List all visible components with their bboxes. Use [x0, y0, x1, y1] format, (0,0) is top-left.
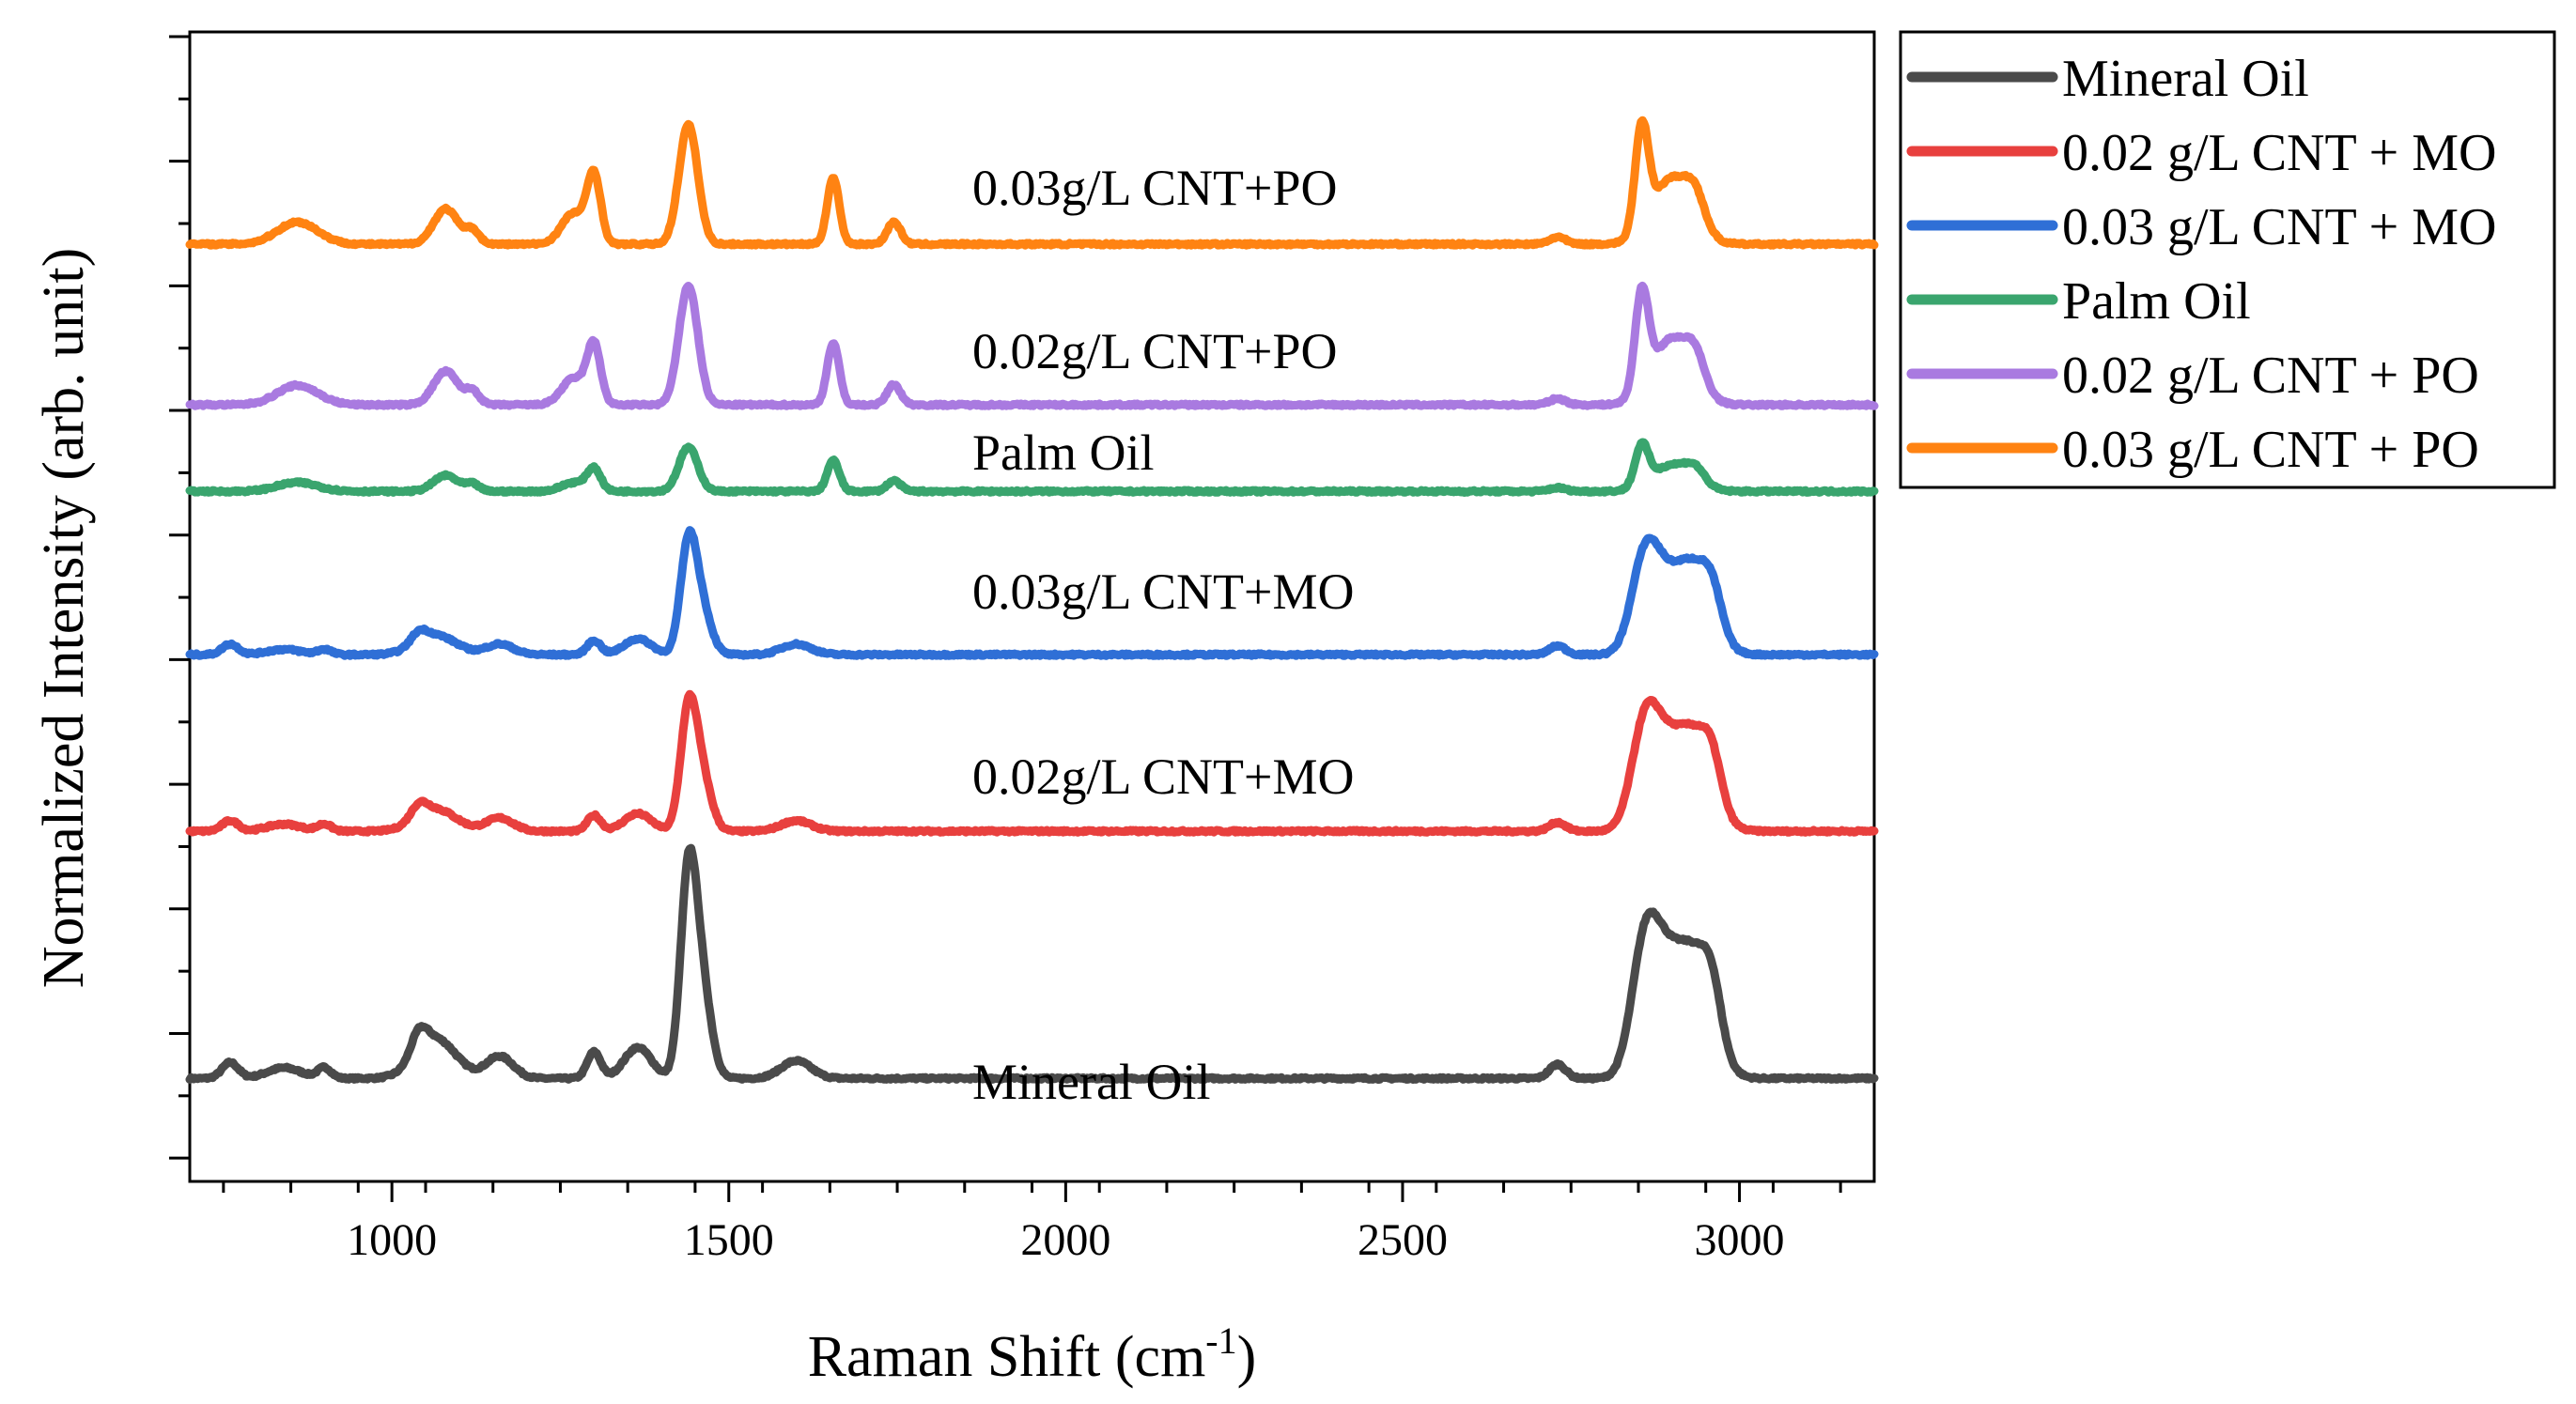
legend-entry: Mineral Oil: [2062, 50, 2309, 108]
axis-titles: Raman Shift (cm-1) Normalized Intensity (…: [32, 248, 1256, 1389]
legend-entry: Palm Oil: [2062, 272, 2251, 331]
legend: Mineral Oil 0.02 g/L CNT + MO 0.03 g/L CNT…: [1899, 30, 2556, 489]
series-line-1: [185, 689, 1879, 837]
x-axis-title: Raman Shift (cm-1): [808, 1319, 1257, 1389]
curve-label: Palm Oil: [972, 424, 1155, 481]
x-tick-label: 1500: [684, 1215, 774, 1265]
series-line-2: [185, 526, 1879, 660]
legend-entry: 0.02 g/L CNT + PO: [2062, 347, 2479, 405]
curve-labels: Mineral Oil 0.02g/L CNT+MO 0.03g/L CNT+MO P…: [972, 160, 1354, 1110]
x-tick-label: 2000: [1020, 1215, 1110, 1265]
series-lines: [185, 116, 1879, 1084]
legend-entry: 0.03 g/L CNT + MO: [2062, 198, 2497, 256]
curve-label: Mineral Oil: [972, 1054, 1210, 1110]
series-line-3: [185, 438, 1879, 497]
series-line-5: [185, 116, 1879, 250]
legend-entry: 0.02 g/L CNT + MO: [2062, 124, 2497, 182]
curve-label: 0.03g/L CNT+PO: [972, 160, 1337, 216]
axis-ticks: 1000 1500 2000 2500 3000: [169, 35, 1842, 1265]
curve-label: 0.02g/L CNT+MO: [972, 748, 1354, 805]
curve-label: 0.03g/L CNT+MO: [972, 563, 1354, 620]
legend-box: [1899, 30, 2556, 489]
x-tick-label: 2500: [1358, 1215, 1448, 1265]
x-tick-label: 3000: [1695, 1215, 1785, 1265]
series-line-4: [185, 281, 1879, 410]
legend-entry: 0.03 g/L CNT + PO: [2062, 421, 2479, 479]
x-tick-label: 1000: [347, 1215, 437, 1265]
y-axis-title: Normalized Intensity (arb. unit): [32, 248, 96, 989]
curve-label: 0.02g/L CNT+PO: [972, 323, 1337, 379]
series-line-0: [185, 843, 1879, 1084]
